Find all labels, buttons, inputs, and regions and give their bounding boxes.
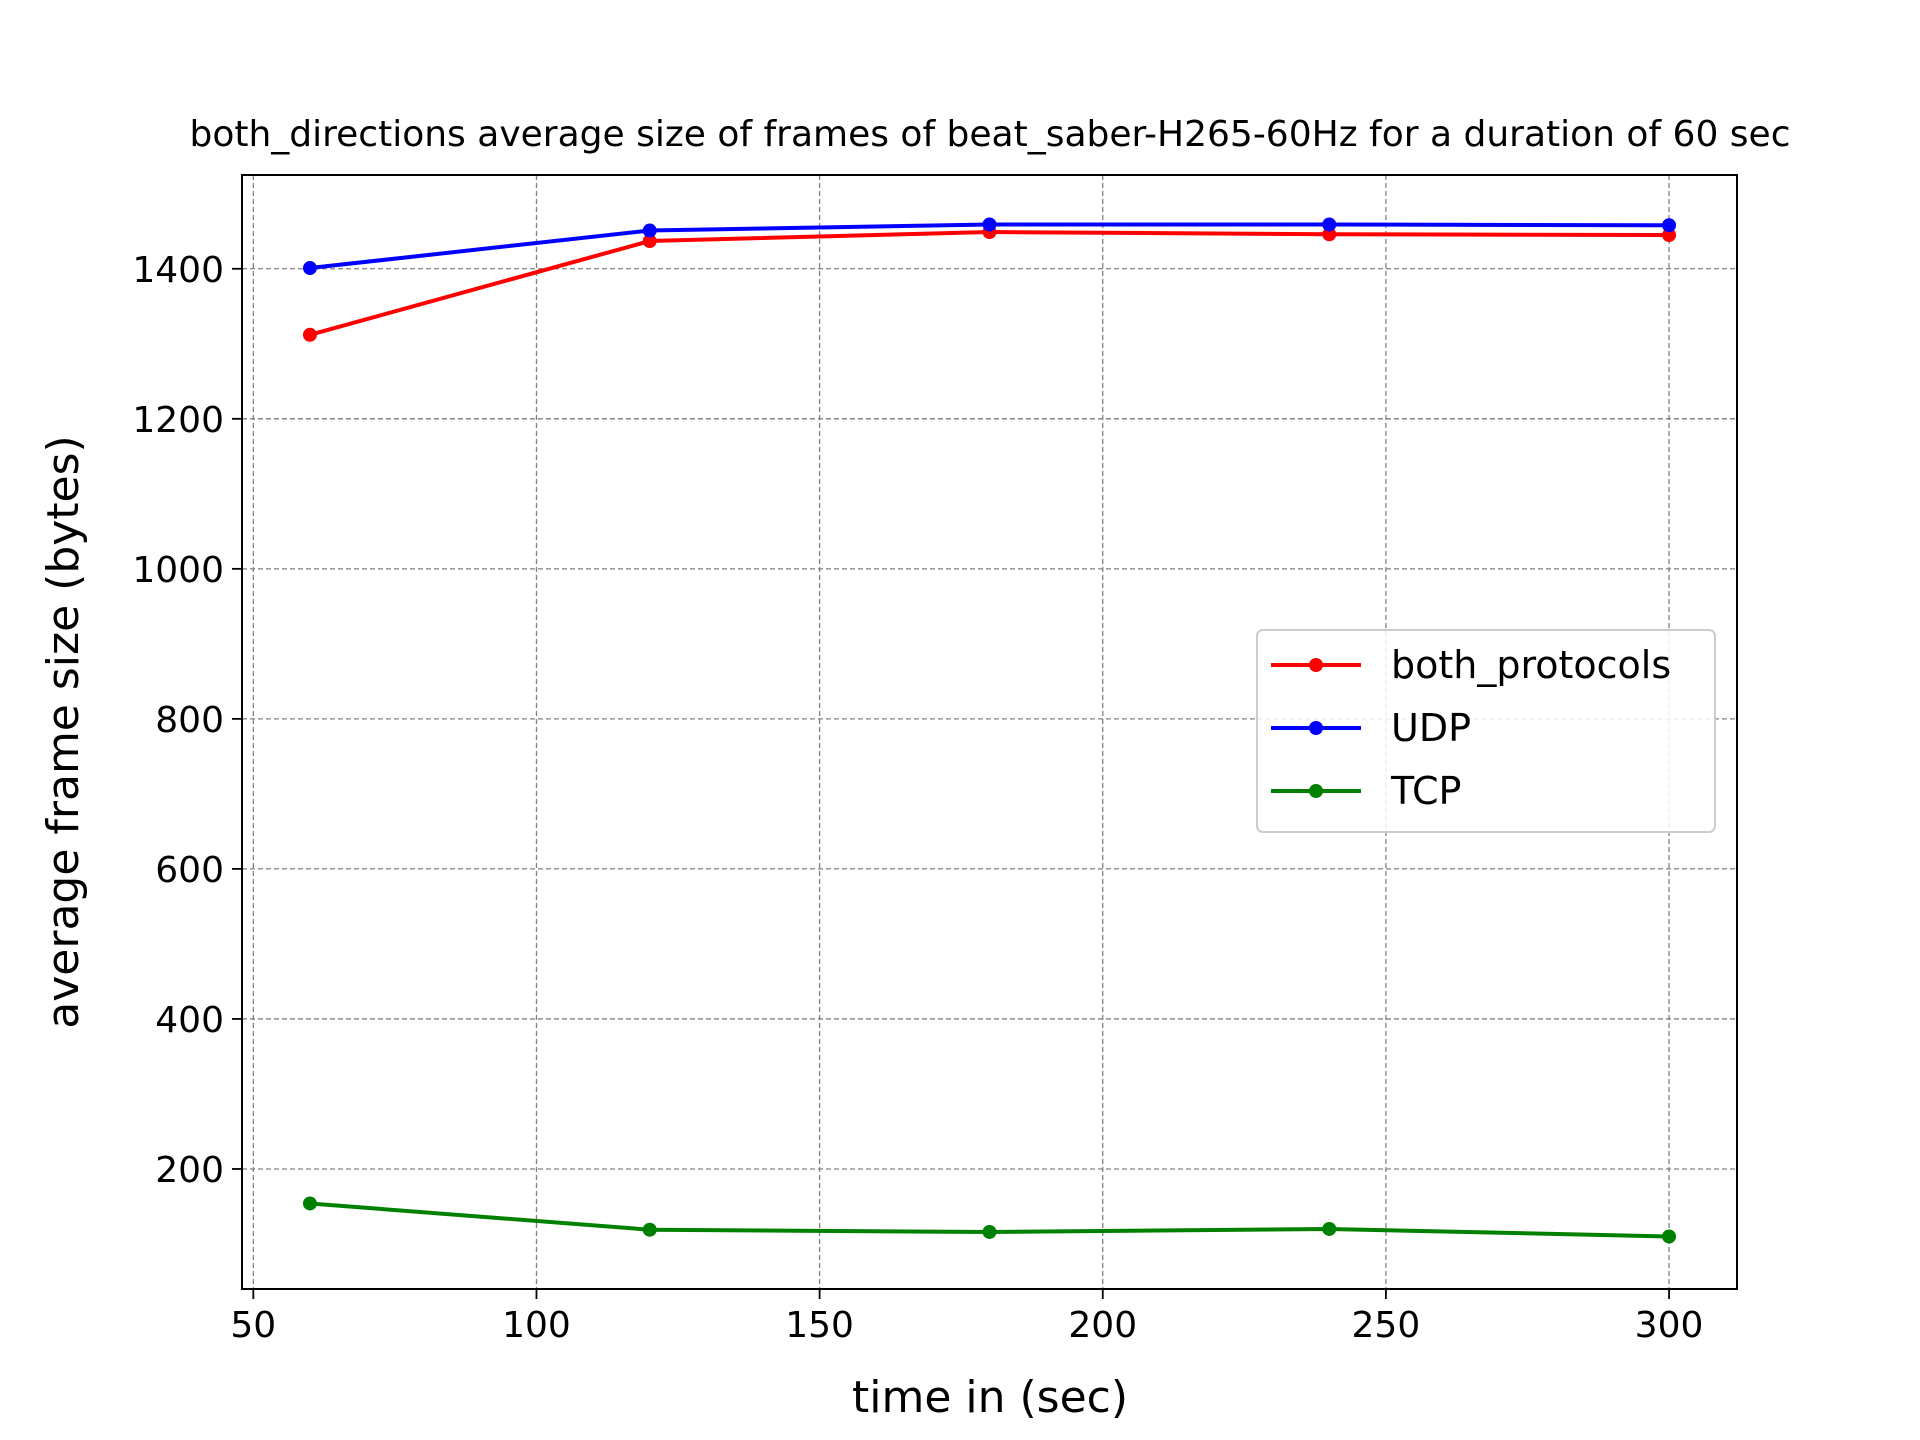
data-point bbox=[1322, 217, 1337, 232]
y-tick-label: 400 bbox=[155, 1000, 224, 1041]
series-udp bbox=[302, 217, 1677, 276]
legend-label: TCP bbox=[1390, 769, 1461, 813]
chart-title: both_directions average size of frames o… bbox=[189, 114, 1790, 155]
legend-label: both_protocols bbox=[1391, 643, 1671, 687]
data-point bbox=[1662, 228, 1677, 243]
legend-item: TCP bbox=[1271, 769, 1461, 813]
data-point bbox=[642, 234, 657, 249]
x-tick-label: 150 bbox=[785, 1305, 854, 1346]
x-tick-label: 300 bbox=[1635, 1305, 1704, 1346]
data-point bbox=[642, 1222, 657, 1237]
legend-swatch-marker bbox=[1309, 721, 1323, 735]
data-point bbox=[1662, 1229, 1677, 1244]
data-point bbox=[302, 327, 317, 342]
legend-box bbox=[1256, 629, 1716, 833]
x-tick-label: 50 bbox=[230, 1305, 276, 1346]
y-tick-label: 1000 bbox=[132, 550, 224, 591]
x-axis-label: time in (sec) bbox=[852, 1372, 1128, 1423]
data-point bbox=[1662, 218, 1677, 233]
y-tick-label: 600 bbox=[155, 850, 224, 891]
x-tick-label: 200 bbox=[1068, 1305, 1137, 1346]
data-point bbox=[1322, 227, 1337, 242]
data-point bbox=[982, 217, 997, 232]
legend-swatch-marker bbox=[1309, 784, 1323, 798]
series-tcp bbox=[302, 1196, 1677, 1244]
x-tick-label: 100 bbox=[502, 1305, 571, 1346]
legend-swatch-marker bbox=[1309, 658, 1323, 672]
series-layer bbox=[302, 217, 1677, 1244]
data-point bbox=[642, 223, 657, 238]
legend-label: UDP bbox=[1391, 706, 1471, 750]
legend-item: both_protocols bbox=[1271, 643, 1671, 687]
y-tick-label: 1200 bbox=[132, 400, 224, 441]
legend: both_protocols UDP TCP bbox=[1256, 629, 1716, 833]
y-tick-label: 200 bbox=[155, 1150, 224, 1191]
x-axis: 50 100 150 200 250 300 bbox=[230, 1289, 1703, 1346]
y-axis-label: average frame size (bytes) bbox=[38, 435, 89, 1028]
legend-item: UDP bbox=[1271, 706, 1471, 750]
data-point bbox=[982, 1224, 997, 1239]
data-point bbox=[302, 261, 317, 276]
y-tick-label: 1400 bbox=[132, 250, 224, 291]
data-point bbox=[302, 1196, 317, 1211]
x-tick-label: 250 bbox=[1352, 1305, 1421, 1346]
y-tick-label: 800 bbox=[155, 700, 224, 741]
data-point bbox=[1322, 1221, 1337, 1236]
series-both-protocols bbox=[302, 225, 1677, 342]
y-axis: 200 400 600 800 1000 1200 1400 bbox=[132, 250, 242, 1191]
plot-frame bbox=[241, 174, 1738, 1290]
